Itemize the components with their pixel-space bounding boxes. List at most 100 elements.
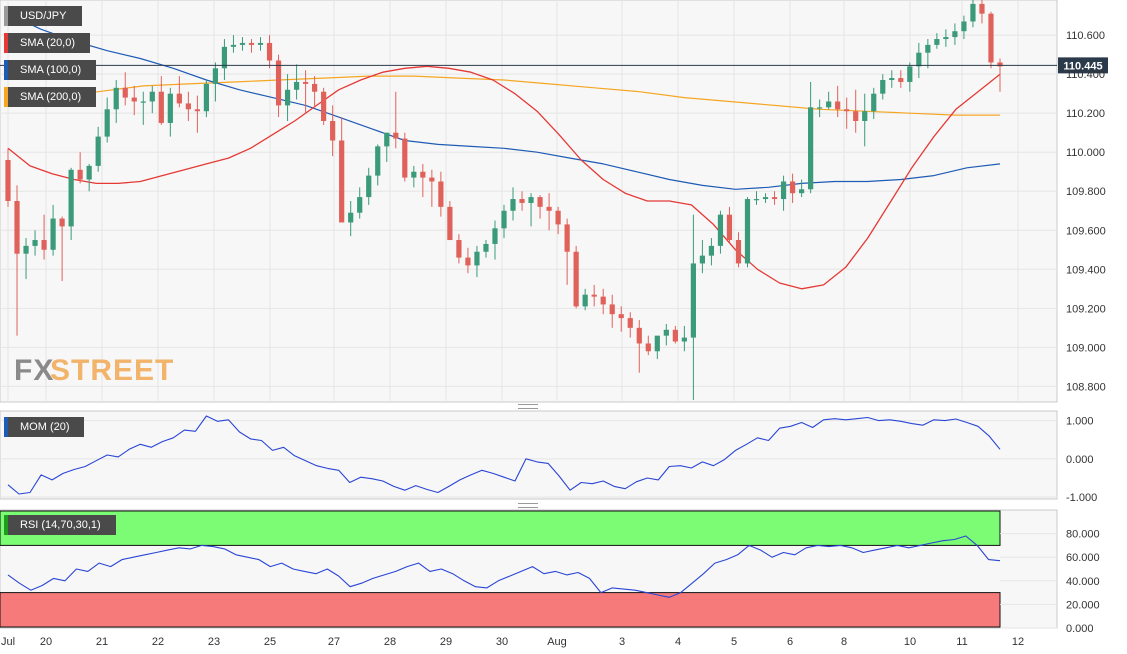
sma20-path [7,65,1001,290]
mom-y-tick: 0.000 [1066,454,1094,466]
candle [889,70,895,88]
candle [492,220,498,260]
rsi-y-tick: 60.000 [1066,552,1100,564]
mom-y-tick: -1.000 [1066,492,1097,504]
candle [844,97,850,129]
candle [32,230,38,256]
rsi-bands [0,510,1001,628]
candle [564,218,570,285]
sma200-path [7,75,1000,116]
candle [762,193,769,203]
candle [690,214,696,401]
candle [862,93,868,147]
candle [826,91,832,110]
candle [122,72,128,106]
candle [808,81,814,194]
price-panel: FX STREET 110.445 110.600110.400110.2001… [0,0,1108,628]
last-price-badge [1058,57,1108,74]
panel-resize-handle[interactable] [518,404,538,409]
candle [907,62,913,92]
legend-mom[interactable]: MOM (20) [4,417,84,437]
legend-usdjpy[interactable]: USD/JPY [4,6,82,26]
candle [239,37,246,51]
candle [167,87,173,137]
candle [726,206,733,242]
candle [771,191,778,205]
candle [925,39,931,69]
x-tick: 29 [440,636,452,648]
price-y-tick: 110.400 [1066,69,1105,81]
candle [789,173,796,203]
x-axis: Jul 20 21 22 23 25 27 28 29 30 Aug 3 4 5 6 8 10 11 12 [1,636,1024,648]
panel-resize-handle[interactable] [518,503,538,508]
rsi-y-tick: 20.000 [1066,599,1100,611]
candle [5,148,11,207]
candle [456,234,462,264]
x-tick: 30 [496,636,508,648]
mom-path [7,415,1001,495]
watermark-fx: FX [14,354,54,387]
candle [546,193,552,231]
x-tick: 4 [675,636,681,648]
x-tick: 21 [96,636,108,648]
candle [402,132,408,182]
candle [230,35,237,53]
sma20-line [7,65,1001,290]
candle [212,62,219,102]
candle [672,325,678,344]
candle [817,99,823,118]
candle [59,216,65,282]
candle [609,294,615,328]
mom-panel: 1.000 0.000 -1.000 [0,410,1097,504]
last-price-label: 110.445 [1063,60,1102,72]
candle [880,74,886,100]
price-y-tick: 109.000 [1066,342,1106,354]
candle [717,210,724,254]
legend-label: SMA (100,0) [20,64,82,76]
candle [699,240,705,274]
candle [970,0,976,28]
candle [447,201,453,241]
legend-rsi[interactable]: RSI (14,70,30,1) [4,515,116,535]
rsi-grid [1000,533,1057,629]
x-tick: 20 [40,636,52,648]
sma100-line [7,13,1001,190]
candle [104,97,110,143]
candle [438,171,444,217]
rsi-y-tick: 0.000 [1066,623,1094,635]
candle [519,191,525,211]
candle [194,95,200,133]
candle [293,64,300,100]
candle [68,167,74,241]
candlestick-series [5,0,1003,401]
candle [86,163,92,192]
candle [997,58,1003,92]
legend-label: USD/JPY [20,10,67,22]
legend-sma100[interactable]: SMA (100,0) [4,60,96,80]
candle [618,306,624,332]
x-tick: Aug [547,636,567,648]
candle [537,195,543,219]
candle [203,80,209,118]
rsi-overbought-band [0,510,1001,546]
candle [780,175,787,211]
candle [627,312,633,338]
legend-label: RSI (14,70,30,1) [20,519,101,531]
candle [312,76,318,108]
legend-sma20[interactable]: SMA (20,0) [4,33,90,53]
legend-sma200[interactable]: SMA (200,0) [4,87,96,107]
mom-line [7,415,1001,495]
candle [744,197,751,268]
candle [348,201,354,237]
candle [501,204,507,239]
rsi-y-axis: 80.000 60.000 40.000 20.000 0.000 [1066,529,1100,635]
x-tick: 5 [731,636,737,648]
candle [465,247,471,274]
candle [339,117,345,223]
candle [14,185,20,336]
x-tick: 28 [384,636,396,648]
candle [77,152,83,184]
candle [636,320,642,373]
candle [853,89,859,133]
